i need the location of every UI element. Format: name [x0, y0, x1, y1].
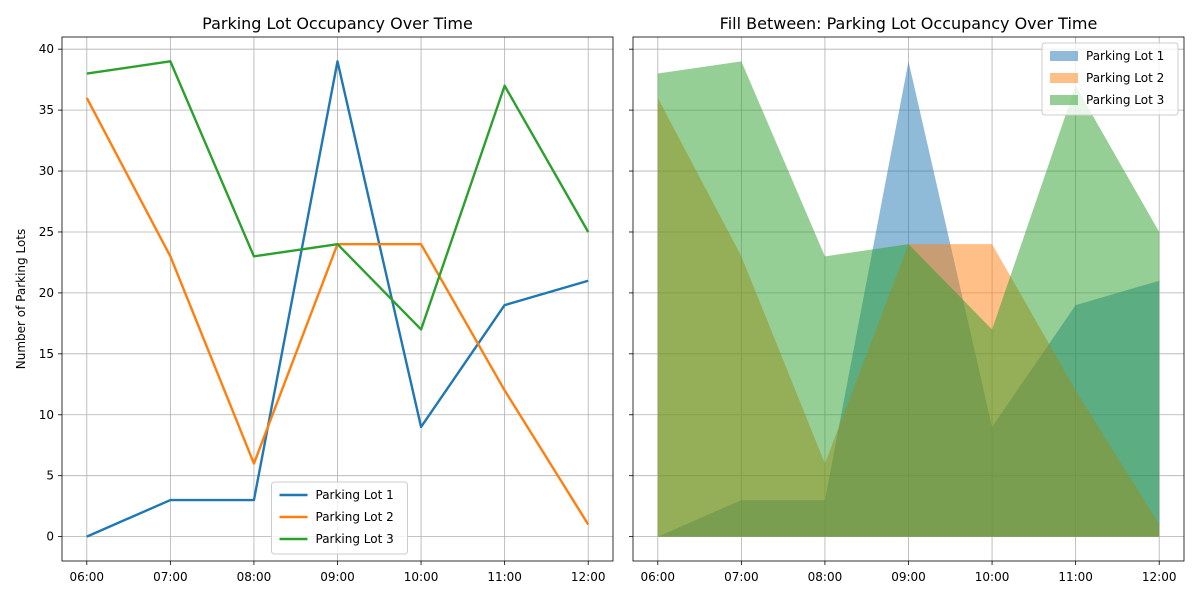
line-chart-legend: Parking Lot 1 Parking Lot 2 Parking Lot 3: [271, 481, 408, 555]
area-chart-marks: [657, 61, 1160, 537]
line-y-tick-label: 35: [39, 103, 54, 117]
line-chart-grid: [62, 37, 613, 561]
area-chart-legend: Parking Lot 1 Parking Lot 2 Parking Lot 3: [1041, 42, 1179, 116]
line-chart-title: Parking Lot Occupancy Over Time: [202, 14, 473, 33]
line-y-tick-label: 25: [39, 225, 54, 239]
area-legend-label: Parking Lot 2: [1086, 71, 1164, 85]
series-area-lot-3: [657, 61, 1160, 537]
line-y-tick-label: 0: [46, 530, 54, 544]
area-legend-swatch: [1050, 51, 1078, 61]
area-chart-ticks: 06:00 07:00 08:00 09:00 10:00 11:00 12:00: [629, 48, 1177, 584]
line-legend-label: Parking Lot 3: [316, 532, 394, 546]
line-x-tick-label: 12:00: [571, 570, 606, 584]
area-legend-swatch: [1050, 73, 1078, 83]
line-chart-marks: [85, 60, 590, 538]
area-chart-panel: Fill Between: Parking Lot Occupancy Over…: [629, 14, 1185, 584]
area-x-tick-label: 12:00: [1142, 570, 1177, 584]
line-y-tick-label: 15: [39, 347, 54, 361]
line-x-tick-label: 06:00: [69, 570, 104, 584]
area-x-tick-label: 06:00: [640, 570, 675, 584]
line-legend-box: [271, 481, 408, 555]
area-legend-label: Parking Lot 1: [1086, 49, 1164, 63]
area-chart-title: Fill Between: Parking Lot Occupancy Over…: [720, 14, 1098, 33]
line-legend-label: Parking Lot 1: [316, 488, 394, 502]
line-x-tick-label: 10:00: [404, 570, 439, 584]
line-chart-panel: Parking Lot Occupancy Over Time 06:00 07:…: [14, 14, 614, 584]
line-x-tick-label: 09:00: [320, 570, 355, 584]
line-x-tick-label: 08:00: [237, 570, 272, 584]
area-legend-swatch: [1050, 95, 1078, 105]
line-x-tick-label: 07:00: [153, 570, 188, 584]
area-x-tick-label: 11:00: [1058, 570, 1093, 584]
line-chart-ylabel: Number of Parking Lots: [14, 229, 28, 369]
line-y-tick-label: 40: [39, 42, 54, 56]
line-legend-label: Parking Lot 2: [316, 510, 394, 524]
area-x-tick-label: 07:00: [724, 570, 759, 584]
line-y-tick-label: 30: [39, 164, 54, 178]
area-x-tick-label: 09:00: [891, 570, 926, 584]
area-x-tick-label: 08:00: [808, 570, 843, 584]
line-y-tick-label: 20: [39, 286, 54, 300]
line-x-tick-label: 11:00: [487, 570, 522, 584]
line-chart-ticks: 06:00 07:00 08:00 09:00 10:00 11:00 12:00 0 5 10 1…: [39, 42, 606, 584]
line-y-tick-label: 5: [46, 469, 54, 483]
line-y-tick-label: 10: [39, 408, 54, 422]
area-x-tick-label: 10:00: [975, 570, 1010, 584]
area-legend-label: Parking Lot 3: [1086, 93, 1164, 107]
